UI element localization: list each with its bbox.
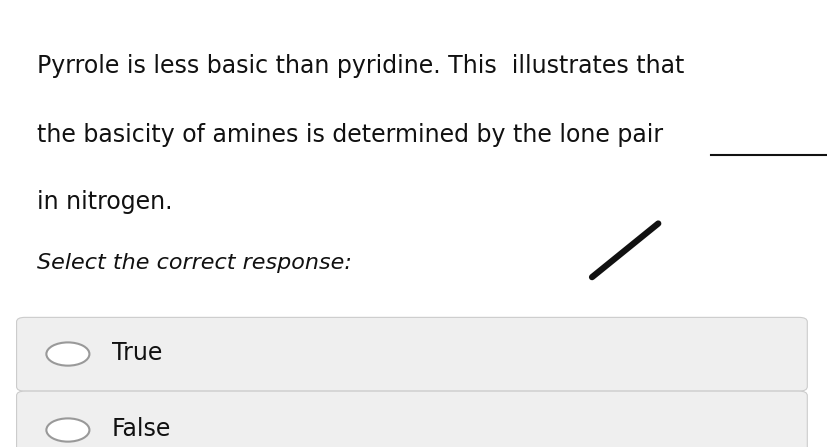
FancyBboxPatch shape [17, 391, 806, 447]
Text: in nitrogen.: in nitrogen. [37, 190, 173, 214]
Circle shape [46, 342, 89, 366]
FancyBboxPatch shape [17, 317, 806, 391]
Text: Select the correct response:: Select the correct response: [37, 253, 351, 273]
Text: True: True [112, 341, 162, 365]
Text: False: False [112, 417, 171, 441]
Circle shape [46, 418, 89, 442]
Text: the basicity of amines is determined by the lone pair: the basicity of amines is determined by … [37, 123, 662, 147]
Text: Pyrrole is less basic than pyridine. This  illustrates that: Pyrrole is less basic than pyridine. Thi… [37, 54, 684, 78]
